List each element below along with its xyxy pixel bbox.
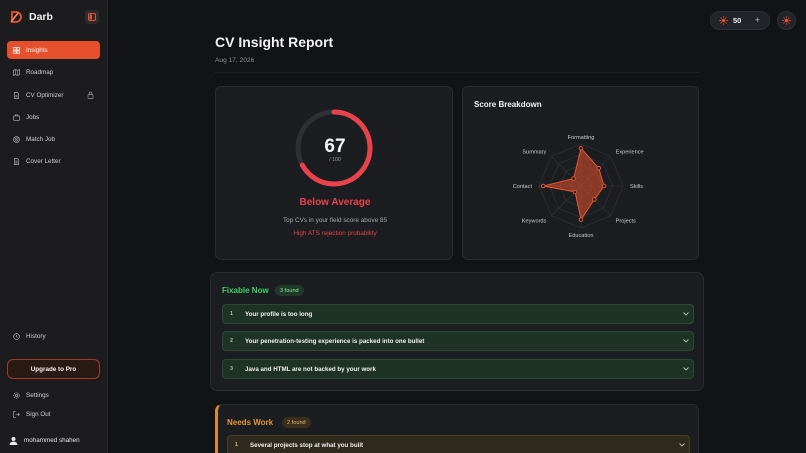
divider	[215, 72, 699, 73]
radar-point	[596, 165, 602, 171]
score-breakdown-card: Score Breakdown Formatting Experience Skil…	[462, 86, 699, 260]
chevron-down-icon[interactable]	[675, 443, 689, 447]
issue-number: 1	[230, 311, 233, 317]
sidebar-item-jobs[interactable]: Jobs	[7, 108, 100, 126]
issue-text: Your penetration-testing experience is p…	[245, 337, 425, 345]
sidebar-toggle-icon	[88, 13, 96, 21]
radar-axis-label: Formatting	[568, 135, 595, 141]
radar-point	[540, 183, 546, 189]
brand[interactable]: Darb	[9, 10, 53, 24]
briefcase-icon	[13, 114, 20, 121]
needs-work-count-badge: 2 found	[282, 417, 311, 428]
radar-data-area	[543, 147, 605, 221]
sidebar-item-label: CV Optimizer	[26, 91, 64, 99]
score-gauge	[295, 109, 373, 187]
sidebar-item-label: Roadmap	[26, 68, 54, 76]
issue-text: Several projects stop at what you built	[250, 441, 364, 449]
score-value: 67	[324, 136, 346, 157]
fixable-title: Fixable Now	[222, 286, 269, 295]
sidebar-item-match-job[interactable]: Match Job	[7, 130, 100, 148]
sidebar-item-label: Insights	[26, 46, 48, 54]
sidebar-item-label: Match Job	[26, 135, 56, 143]
sidebar-item-history[interactable]: History	[7, 327, 100, 345]
logo-icon	[10, 11, 22, 23]
credits-count: 50	[733, 16, 742, 25]
score-gauge-fill	[295, 109, 373, 187]
radar-axis-label: Education	[569, 233, 594, 239]
radar-axis-label: Skills	[630, 184, 643, 190]
radar-point	[601, 183, 607, 189]
chevron-down-icon[interactable]	[679, 312, 693, 316]
radar-axis-label: Keywords	[522, 219, 547, 225]
score-out-of: / 100	[329, 157, 341, 163]
sidebar-item-roadmap[interactable]: Roadmap	[7, 63, 100, 81]
sun-icon	[782, 16, 791, 25]
radar-point	[571, 176, 576, 181]
history-icon	[13, 332, 20, 340]
document-icon	[13, 91, 20, 99]
add-credits-icon[interactable]: +	[754, 15, 760, 25]
map-icon	[13, 68, 20, 76]
target-icon	[13, 135, 20, 143]
issue-number: 3	[230, 366, 233, 372]
chevron-down-icon[interactable]	[679, 339, 693, 343]
sidebar-item-label: Cover Letter	[26, 157, 61, 165]
issue-row[interactable]: 1 Several projects stop at what you buil…	[227, 435, 690, 453]
sidebar-item-cv-optimizer[interactable]: CV Optimizer	[7, 86, 100, 104]
needs-work-title: Needs Work	[227, 418, 274, 427]
sidebar-item-label: Sign Out	[26, 410, 51, 418]
radar-point	[592, 197, 597, 202]
sidebar-item-label: Jobs	[26, 113, 40, 121]
score-card: 67 / 100 Below Average Top CVs in your f…	[215, 86, 453, 260]
sidebar-item-insights[interactable]: Insights	[7, 41, 100, 59]
dashboard-icon	[13, 46, 20, 54]
lock-icon	[87, 91, 94, 99]
issue-row[interactable]: 1 Your profile is too long	[222, 304, 694, 324]
sidebar-item-cover-letter[interactable]: Cover Letter	[7, 152, 100, 170]
collapse-sidebar-button[interactable]	[85, 10, 99, 24]
upgrade-button[interactable]: Upgrade to Pro	[7, 359, 100, 379]
needs-work-panel: Needs Work 2 found 1 Several projects st…	[215, 404, 699, 453]
breakdown-title: Score Breakdown	[474, 100, 542, 109]
credits-pill[interactable]: 50 +	[710, 11, 770, 30]
user-profile[interactable]: mohammed shahen	[9, 436, 80, 445]
page-title: CV Insight Report	[215, 34, 334, 50]
radar-chart: Formatting Experience Skills Projects Educat…	[513, 135, 644, 239]
sidebar-item-settings[interactable]: Settings	[7, 386, 100, 404]
sidebar: Darb Insights Roadmap CV Optimizer Jobs	[0, 0, 108, 453]
letter-icon	[13, 157, 20, 165]
user-name: mohammed shahen	[24, 437, 80, 444]
theme-toggle-button[interactable]	[777, 11, 796, 30]
sidebar-item-sign-out[interactable]: Sign Out	[7, 405, 100, 423]
radar-axis-label: Projects	[616, 219, 636, 225]
radar-axis-label: Contact	[513, 184, 533, 190]
issue-row[interactable]: 3 Java and HTML are not backed by your w…	[222, 359, 694, 379]
issue-text: Java and HTML are not backed by your wor…	[245, 365, 376, 373]
sidebar-item-label: Settings	[26, 391, 49, 399]
score-benchmark-note: Top CVs in your field score above 85	[282, 217, 388, 224]
issue-text: Your profile is too long	[245, 310, 313, 318]
issue-row[interactable]: 2 Your penetration-testing experience is…	[222, 331, 694, 351]
chevron-down-icon[interactable]	[679, 367, 693, 371]
report-date: Aug 17, 2026	[215, 57, 255, 64]
score-rating: Below Average	[299, 197, 371, 208]
radar-point	[578, 217, 584, 222]
logout-icon	[13, 410, 20, 418]
sun-credits-icon	[719, 16, 728, 25]
radar-point	[572, 189, 578, 195]
ats-warning: High ATS rejection probability	[293, 230, 377, 237]
radar-axis-label: Summary	[522, 149, 546, 155]
issue-number: 2	[230, 338, 233, 344]
radar-point	[578, 145, 584, 151]
fixable-count-badge: 3 found	[275, 285, 304, 296]
fixable-now-panel: Fixable Now 3 found 1 Your profile is to…	[210, 272, 704, 391]
radar-axis-label: Experience	[616, 149, 644, 155]
avatar	[9, 437, 18, 445]
gear-icon	[13, 391, 20, 399]
app-name: Darb	[29, 11, 53, 23]
issue-number: 1	[235, 442, 238, 448]
sidebar-item-label: History	[26, 332, 46, 340]
